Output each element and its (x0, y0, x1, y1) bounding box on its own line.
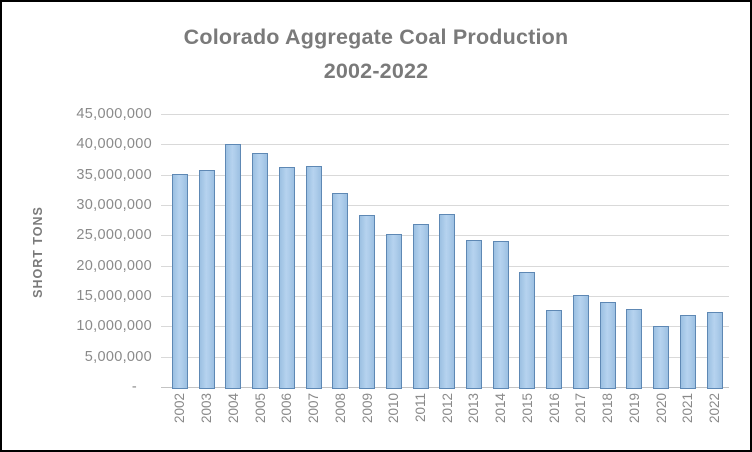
chart-title-line2: 2002-2022 (323, 59, 429, 83)
y-tick-label: 20,000,000 (76, 257, 152, 274)
x-tick-label-2014: 2014 (493, 393, 509, 424)
x-tick-label-2017: 2017 (573, 393, 589, 424)
y-tick-label: 25,000,000 (76, 227, 152, 244)
chart-title-line1: Colorado Aggregate Coal Production (183, 25, 569, 49)
x-tick-label-2003: 2003 (199, 393, 215, 424)
bar-2013 (465, 240, 482, 389)
x-tick-label-2008: 2008 (332, 393, 348, 424)
chart-title: Colorado Aggregate Coal Production 2002-… (2, 20, 750, 88)
bar-2014 (492, 241, 509, 389)
x-tick-label-2018: 2018 (600, 393, 616, 424)
gridline (161, 205, 729, 206)
y-tick-label: 10,000,000 (76, 318, 152, 335)
bar-2020 (653, 326, 670, 389)
bar-2004 (225, 144, 242, 389)
bar-2009 (359, 215, 376, 389)
y-tick-label: 30,000,000 (76, 197, 152, 213)
bar-2019 (626, 309, 643, 389)
x-tick-label-2011: 2011 (413, 393, 428, 423)
bar-2006 (278, 166, 295, 389)
x-tick-label-2002: 2002 (172, 393, 188, 424)
y-tick-label: 15,000,000 (76, 288, 152, 304)
bar-2022 (706, 312, 723, 389)
x-tick-label-2006: 2006 (279, 393, 295, 424)
gridline (161, 174, 729, 176)
bar-2003 (198, 169, 215, 389)
x-tick-label-2021: 2021 (680, 393, 696, 424)
y-tick-label: 40,000,000 (76, 136, 152, 153)
x-tick-label-2004: 2004 (225, 393, 241, 424)
x-tick-label-2012: 2012 (439, 393, 455, 424)
plot-area (161, 114, 729, 389)
y-tick-label: 5,000,000 (84, 348, 152, 365)
x-tick-label-2007: 2007 (306, 393, 322, 424)
y-tick-label: 35,000,000 (76, 166, 152, 183)
bar-2005 (252, 153, 269, 389)
gridline (161, 144, 729, 146)
x-tick-label-2009: 2009 (359, 393, 375, 424)
bar-2011 (412, 223, 429, 389)
gridline (161, 114, 729, 115)
y-axis-title: SHORT TONS (31, 206, 45, 298)
y-axis-tick-labels: - 5,000,000 10,000,000 15,000,000 20,000,000… (47, 106, 152, 395)
y-tick-label: 45,000,000 (76, 106, 152, 122)
x-tick-label-2022: 2022 (707, 393, 723, 424)
bar-2017 (572, 295, 589, 389)
x-tick-label-2019: 2019 (626, 393, 642, 424)
x-tick-label-2016: 2016 (546, 393, 562, 424)
bar-2012 (439, 213, 456, 389)
bar-2021 (679, 315, 696, 389)
bar-2010 (385, 234, 402, 389)
bar-2007 (305, 166, 322, 389)
bar-2015 (519, 271, 536, 389)
bar-2018 (599, 302, 616, 389)
x-tick-label-2020: 2020 (653, 393, 669, 424)
bar-2016 (546, 309, 563, 389)
x-tick-label-2005: 2005 (252, 393, 268, 424)
y-tick-label: - (131, 379, 137, 395)
x-tick-label-2013: 2013 (466, 393, 482, 424)
bar-2002 (171, 174, 188, 389)
x-tick-label-2015: 2015 (519, 393, 535, 424)
x-tick-label-2010: 2010 (386, 393, 402, 424)
bar-2008 (332, 192, 349, 389)
